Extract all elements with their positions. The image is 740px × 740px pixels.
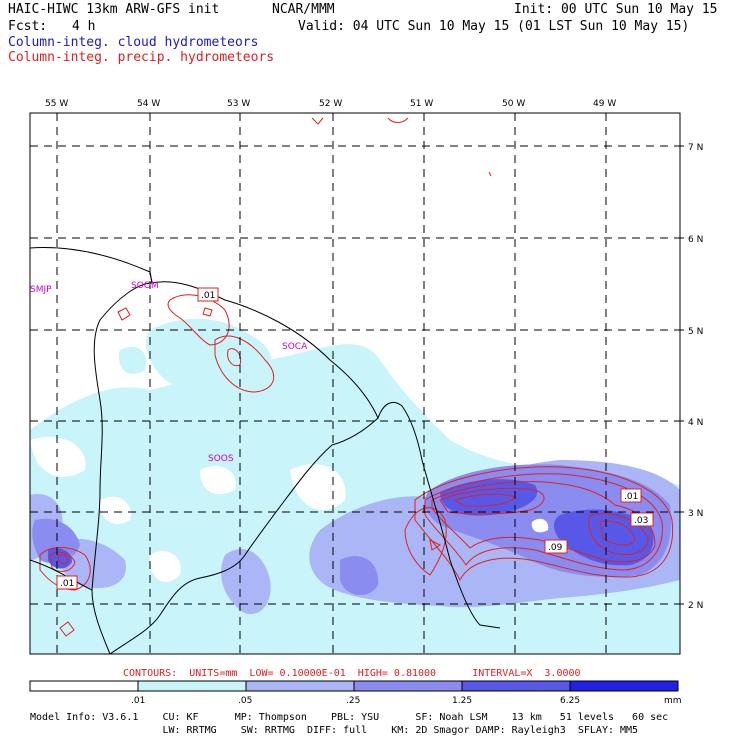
lon-label: 50 W [502,99,525,109]
station-label: SOCA [282,342,308,352]
contour-value-labels: .01 .01 .01 .03 .09 [56,287,654,590]
colorbar: .01 .05 .25 1.25 6.25 mm [29,680,682,706]
model-info-line1: Model Info: V3.6.1 CU: KF MP: Thompson P… [30,712,669,723]
field-precip-label: Column-integ. precip. hydrometeors [8,50,275,65]
field-cloud-label: Column-integ. cloud hydrometeors [8,35,259,50]
colorbar-tick: 6.25 [560,696,580,706]
map-frame [29,112,681,655]
lat-label: 4 N [688,418,703,428]
lat-label: 7 N [688,143,703,153]
lon-label: 52 W [319,99,342,109]
colorbar-tick: .25 [346,696,360,706]
forecast-hours: 4 h [72,19,96,34]
lon-label: 55 W [45,99,68,109]
center-name: NCAR/MMM [272,2,335,17]
coastline [30,247,501,654]
lon-label: 54 W [137,99,160,109]
lat-label: 2 N [688,601,703,611]
contour-label: .01 [624,492,638,502]
init-time: Init: 00 UTC Sun 10 May 15 [514,2,718,17]
lon-label: 53 W [227,99,250,109]
lat-lon-grid [30,113,680,654]
contour-info: CONTOURS: UNITS=mm LOW= 0.10000E-01 HIGH… [123,668,581,679]
forecast-label: Fcst: [8,19,48,34]
station-label: SOOS [208,454,234,464]
station-label: SMJP [30,285,52,295]
colorbar-tick: 1.25 [452,696,472,706]
contour-label: .01 [201,291,215,301]
lat-label: 6 N [688,235,703,245]
lat-label: 5 N [688,327,703,337]
colorbar-tick: .01 [131,696,145,706]
contour-label: .01 [60,579,74,589]
contour-label: .09 [548,543,563,553]
lon-label: 51 W [410,99,433,109]
colorbar-tick: .05 [238,696,252,706]
station-label: SOOM [131,281,159,291]
colorbar-unit: mm [664,696,682,706]
latitude-labels: 7 N 6 N 5 N 4 N 3 N 2 N [688,143,703,611]
station-labels: SMJP SOOM SOCA SOOS [30,281,308,464]
model-title: HAIC-HIWC 13km ARW-GFS init [8,2,220,17]
contour-label: .03 [634,516,648,526]
longitude-labels: 55 W 54 W 53 W 52 W 51 W 50 W 49 W [45,99,616,109]
lon-label: 49 W [593,99,616,109]
valid-time: Valid: 04 UTC Sun 10 May 15 (01 LST Sun … [298,19,690,34]
lat-label: 3 N [688,509,703,519]
cloud-shading [30,318,680,654]
model-info-line2: LW: RRTMG SW: RRTMG DIFF: full KM: 2D Sm… [30,725,639,736]
